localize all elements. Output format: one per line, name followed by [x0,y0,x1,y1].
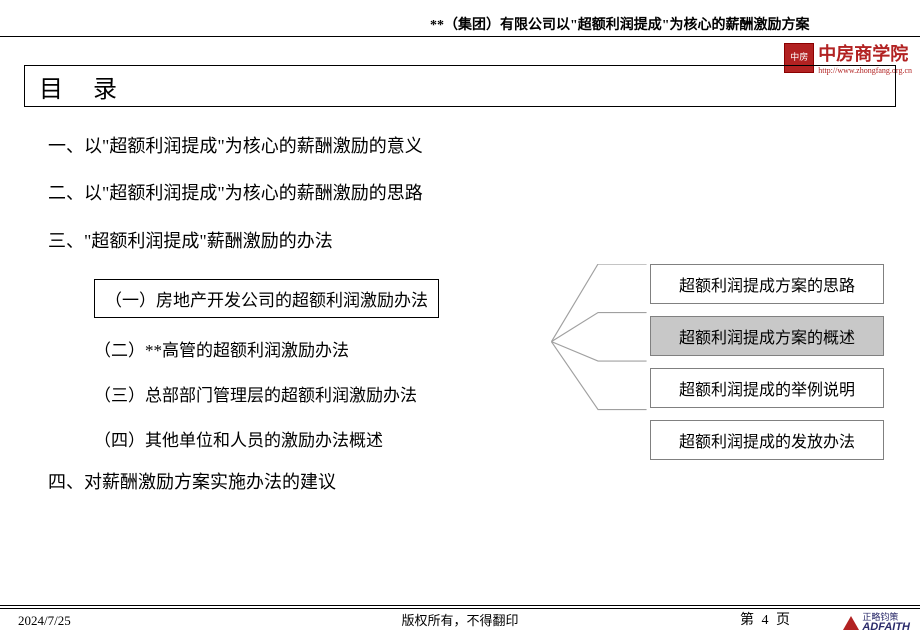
side-box-3: 超额利润提成的举例说明 [650,368,884,408]
page-title: 目 录 [24,65,896,107]
side-box-2: 超额利润提成方案的概述 [650,316,884,356]
toc-item-2: 二、以"超额利润提成"为核心的薪酬激励的思路 [48,182,878,205]
page-prefix: 第 [740,613,754,628]
footer-brand-logo: 正略钧策 ADFAITH [843,613,910,633]
side-box-4: 超额利润提成的发放办法 [650,420,884,460]
side-box-1: 超额利润提成方案的思路 [650,264,884,304]
toc-item-1: 一、以"超额利润提成"为核心的薪酬激励的意义 [48,135,878,158]
side-panel: 超额利润提成方案的思路 超额利润提成方案的概述 超额利润提成的举例说明 超额利润… [650,264,884,460]
toc-item-4: 四、对薪酬激励方案实施办法的建议 [48,471,878,494]
footer-logo-en: ADFAITH [862,622,910,633]
logo-main-text: 中房商学院 [818,40,912,66]
footer-page: 第 4 页 [740,609,790,629]
header-subtitle: **（集团）有限公司以"超额利润提成"为核心的薪酬激励方案 [430,14,810,34]
triangle-icon [843,616,859,630]
toc-sub-1: （一）房地产开发公司的超额利润激励办法 [94,279,439,318]
header-divider [0,36,920,37]
toc-item-3: 三、"超额利润提成"薪酬激励的办法 [48,230,878,253]
page-suffix: 页 [776,613,790,628]
page-number: 4 [762,613,769,628]
